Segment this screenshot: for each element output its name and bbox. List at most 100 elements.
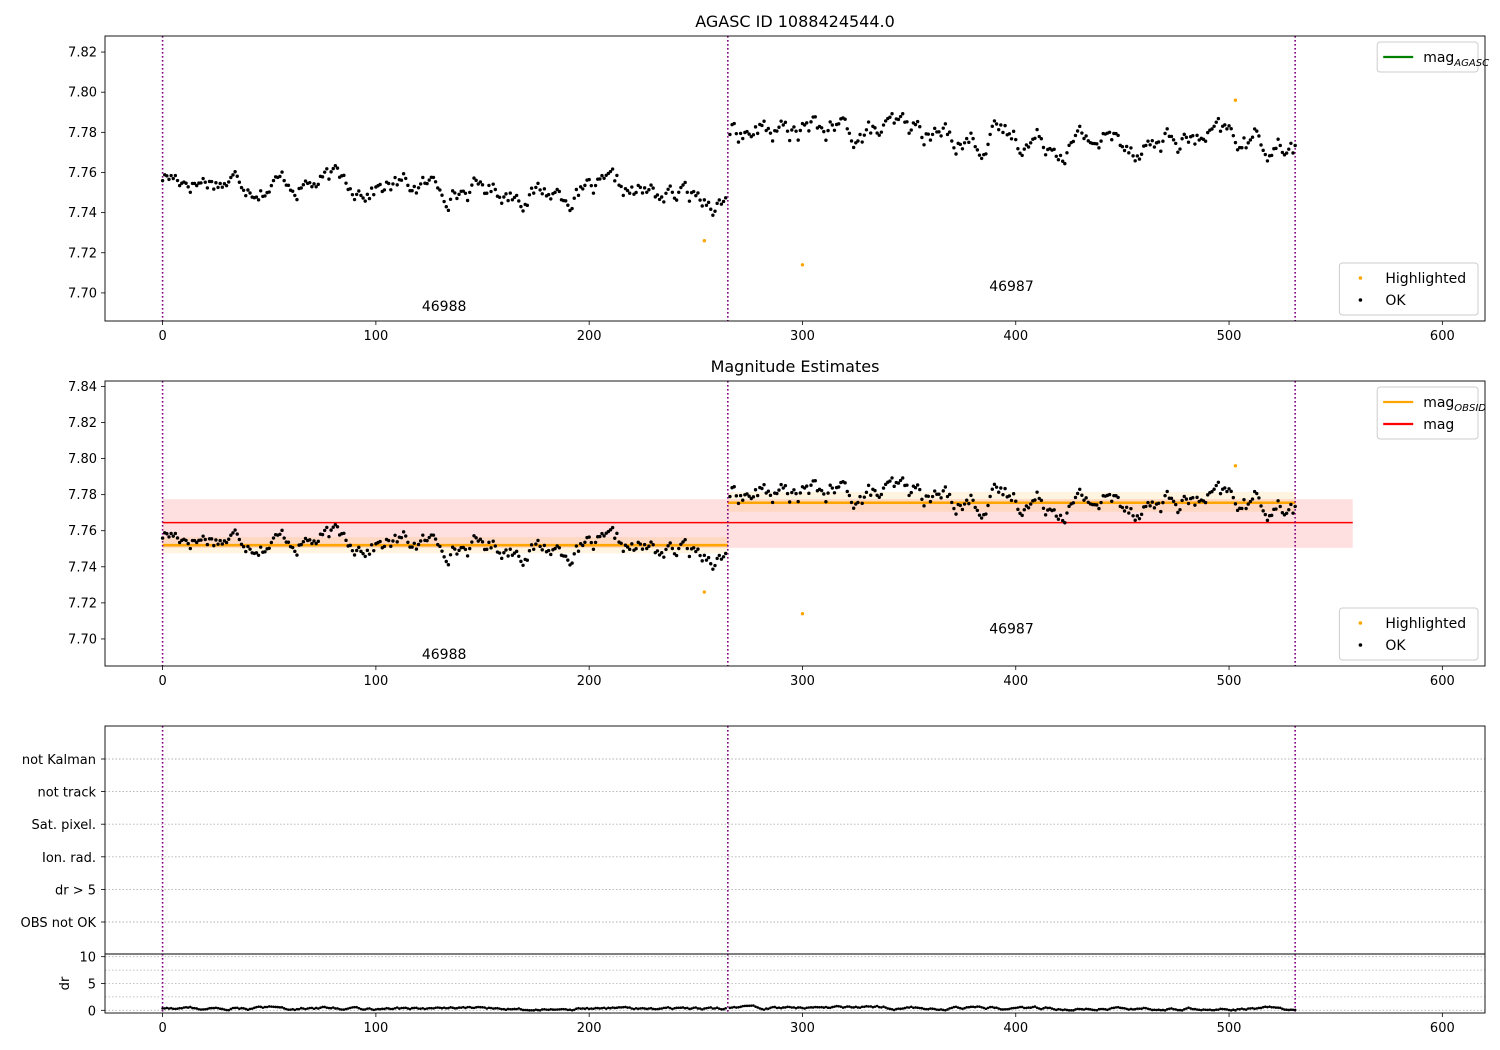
ok-point (691, 546, 696, 550)
dr-point (954, 1005, 958, 1009)
dr-point (261, 1006, 265, 1009)
dr-point (976, 1005, 979, 1008)
ok-point (1060, 159, 1065, 163)
ok-point (954, 152, 958, 156)
ok-point (436, 186, 440, 190)
ok-point (1139, 512, 1144, 517)
dr-point (720, 1008, 723, 1011)
ok-point (497, 551, 502, 555)
ok-point (928, 499, 933, 504)
ok-point (500, 556, 504, 561)
ok-point (546, 192, 551, 197)
ok-point (1259, 143, 1263, 147)
ok-point (527, 193, 532, 197)
y-tick-label: 7.70 (68, 632, 97, 647)
ok-point (698, 198, 702, 202)
dr-point (1133, 1007, 1137, 1011)
ok-point (734, 131, 739, 136)
ok-point (581, 187, 585, 191)
dr-point (809, 1006, 813, 1009)
dr-point (728, 1006, 732, 1010)
ok-point (1186, 140, 1191, 144)
ok-point (738, 131, 743, 136)
ok-point (858, 132, 862, 137)
ok-point (598, 177, 602, 181)
dr-point (598, 1007, 602, 1010)
dr-point (1257, 1006, 1261, 1010)
ok-point (593, 540, 598, 545)
dr-point (534, 1008, 538, 1011)
dr-point (491, 1007, 495, 1010)
ok-point (1035, 490, 1039, 494)
ok-point (715, 201, 719, 206)
dr-point (1022, 1006, 1026, 1010)
ok-point (491, 539, 495, 543)
dr-point (385, 1006, 388, 1010)
ok-point (1120, 505, 1125, 510)
obsid-label: 46988 (422, 299, 467, 315)
dr-point (950, 1006, 954, 1010)
y-tick-label: 7.76 (68, 166, 97, 181)
ok-point (691, 189, 696, 194)
ok-point (992, 119, 997, 123)
panel-title: AGASC ID 1088424544.0 (695, 12, 895, 31)
dr-point (1157, 1008, 1160, 1012)
dr-point (515, 1007, 518, 1011)
dr-point (451, 1006, 454, 1010)
ok-point (683, 180, 687, 185)
dr-point (1138, 1007, 1141, 1010)
ok-point (1007, 494, 1012, 498)
ok-point (587, 177, 591, 182)
ok-point (553, 546, 557, 551)
dr-point (1012, 1006, 1015, 1010)
legend-box (1338, 262, 1479, 316)
ok-point (877, 133, 881, 137)
dr-point (816, 1005, 819, 1009)
ok-point (361, 196, 365, 200)
y-tick-label: 7.78 (68, 488, 97, 503)
ok-point (440, 193, 444, 197)
dr-point (329, 1006, 333, 1010)
ok-point (723, 196, 728, 200)
y-tick-label: 7.80 (68, 86, 97, 101)
x-tick-label: 300 (790, 1021, 815, 1036)
ok-point (860, 140, 864, 144)
dr-point (781, 1006, 785, 1009)
x-tick-label: 100 (363, 1021, 388, 1036)
dr-point (549, 1007, 553, 1011)
ok-point (721, 199, 726, 204)
dr-point (238, 1007, 241, 1011)
ok-point (952, 506, 956, 511)
dr-point (280, 1006, 284, 1009)
dr-point (223, 1008, 226, 1011)
dr-point (1172, 1007, 1175, 1011)
dr-point (854, 1005, 858, 1009)
dr-point (519, 1008, 523, 1011)
ok-point (849, 139, 854, 143)
ok-point (1231, 133, 1236, 138)
ok-point (907, 493, 911, 498)
ok-point (768, 493, 773, 498)
dr-point (848, 1005, 851, 1008)
ok-point (969, 131, 973, 135)
legend-label-subscript: AGASC (1453, 58, 1489, 69)
ok-point (1148, 504, 1152, 508)
ok-point (457, 548, 461, 553)
ok-point (1110, 138, 1114, 142)
dr-point (619, 1006, 623, 1009)
dr-point (404, 1006, 408, 1010)
dr-point (1238, 1008, 1242, 1011)
dr-point (705, 1006, 708, 1010)
dr-point (508, 1007, 512, 1011)
ok-point (1122, 148, 1127, 153)
dr-point (340, 1008, 344, 1011)
dr-point (1040, 1007, 1043, 1011)
ok-point (557, 546, 562, 550)
dr-point (969, 1005, 973, 1009)
dr-point (886, 1007, 890, 1010)
axes-frame (104, 380, 1486, 667)
dr-point (1061, 1008, 1064, 1012)
dr-point (1176, 1008, 1180, 1012)
ok-point (819, 126, 824, 130)
axes-frame (104, 35, 1486, 322)
